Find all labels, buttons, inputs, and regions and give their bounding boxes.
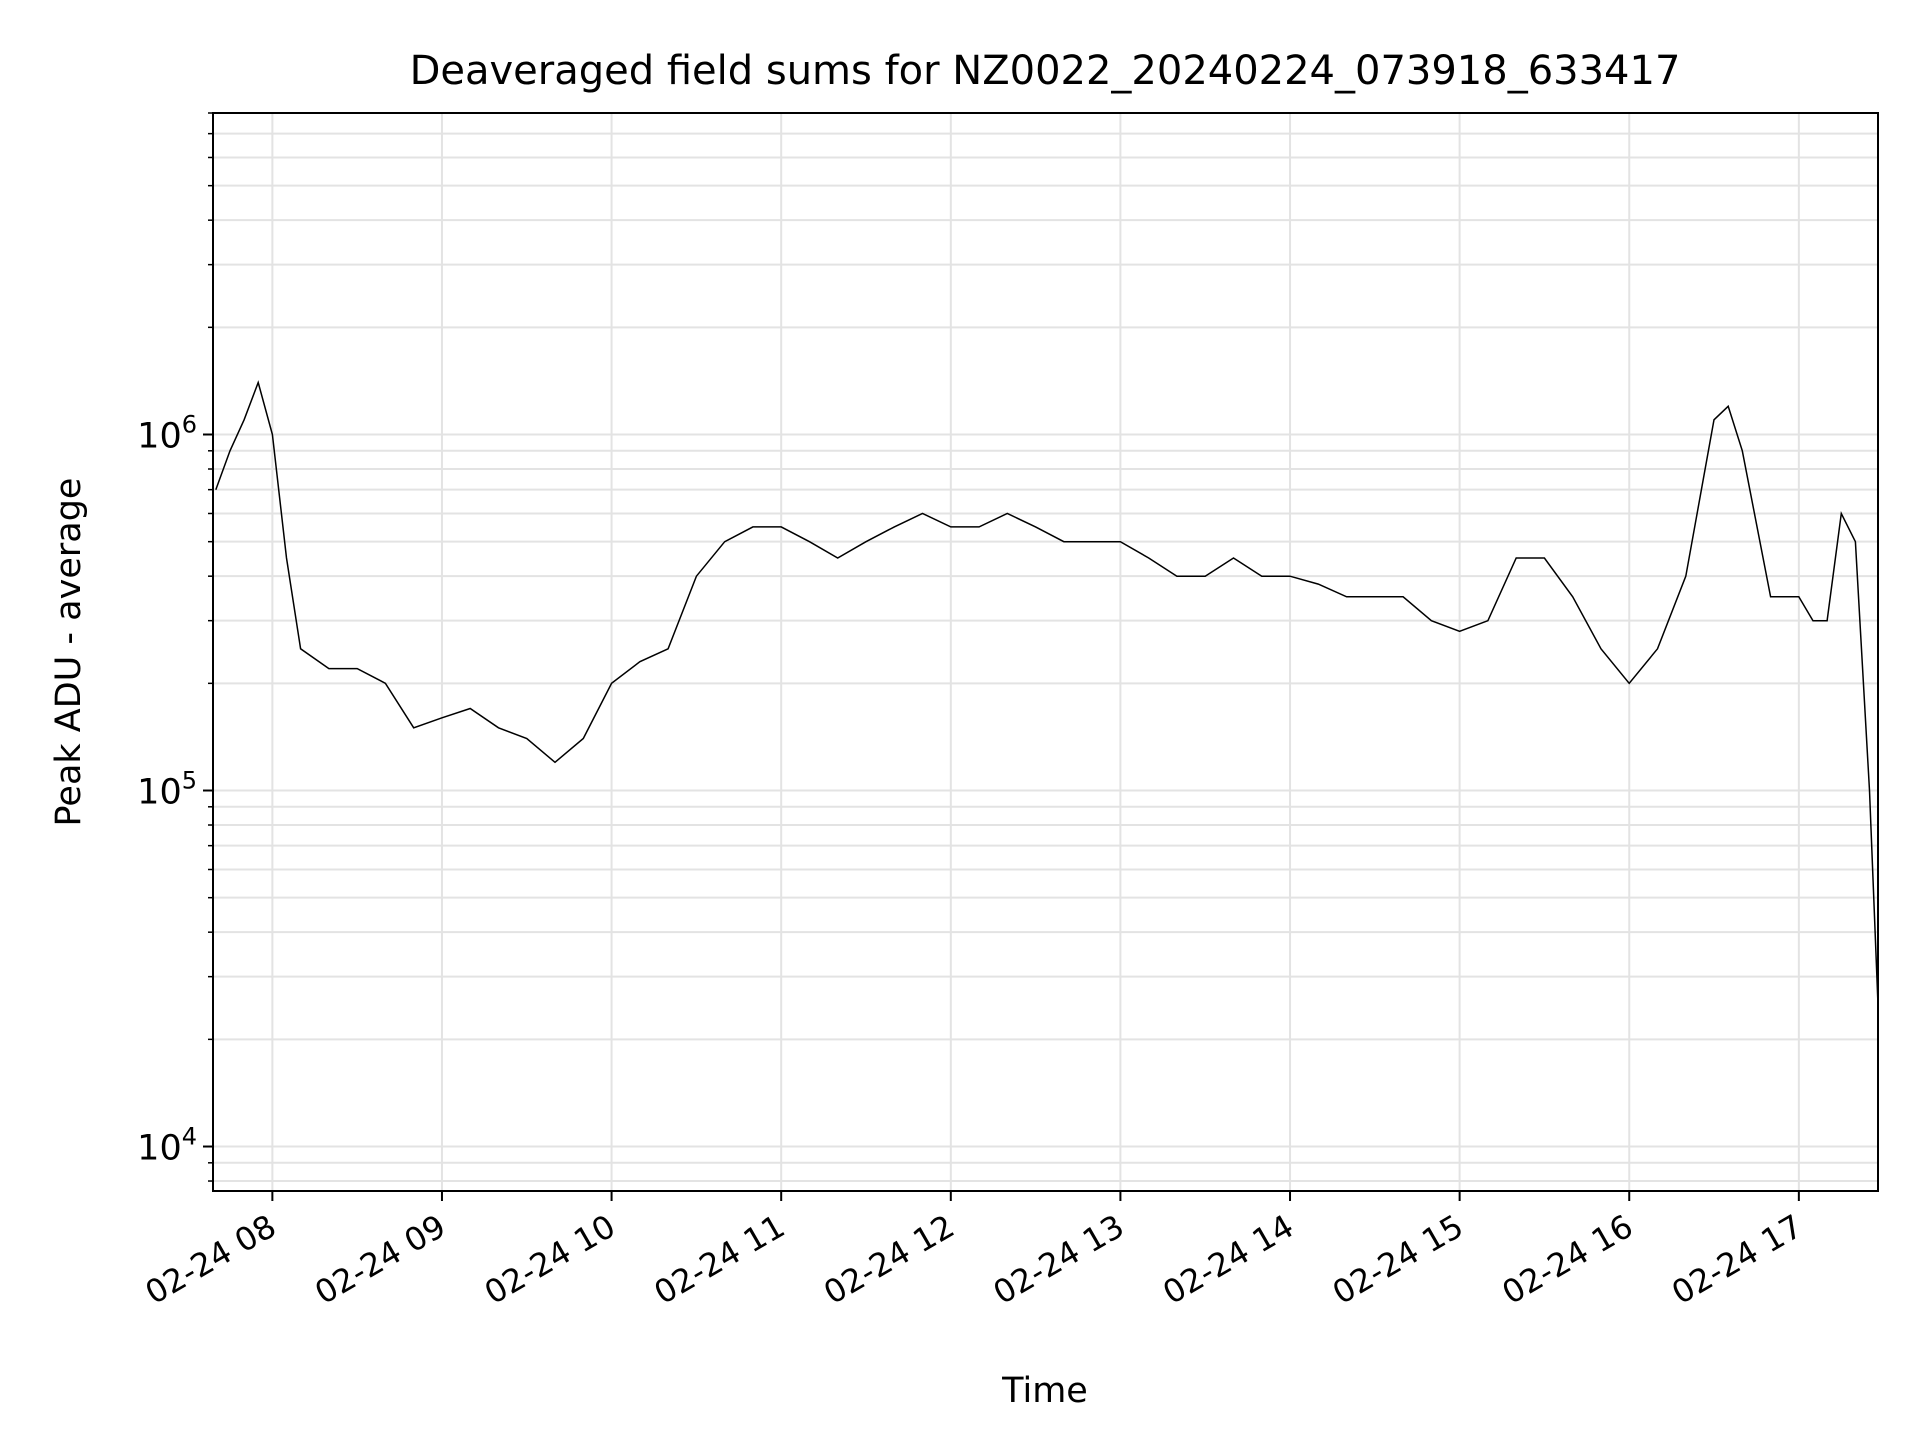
y-tick-label: 105 xyxy=(137,767,197,813)
series-line-0 xyxy=(215,380,1879,1005)
series-layer xyxy=(215,380,1879,1005)
y-tick-label: 104 xyxy=(137,1123,197,1169)
grid xyxy=(213,112,1878,1191)
x-axis-label: Time xyxy=(1001,1371,1088,1411)
y-axis: 104 105 106 xyxy=(137,112,213,1182)
y-tick-label: 106 xyxy=(137,411,197,457)
y-axis-label: Peak ADU - average xyxy=(49,478,89,827)
chart-title: Deaveraged field sums for NZ0022_2024022… xyxy=(410,48,1681,94)
plot-frame xyxy=(212,112,1879,1192)
